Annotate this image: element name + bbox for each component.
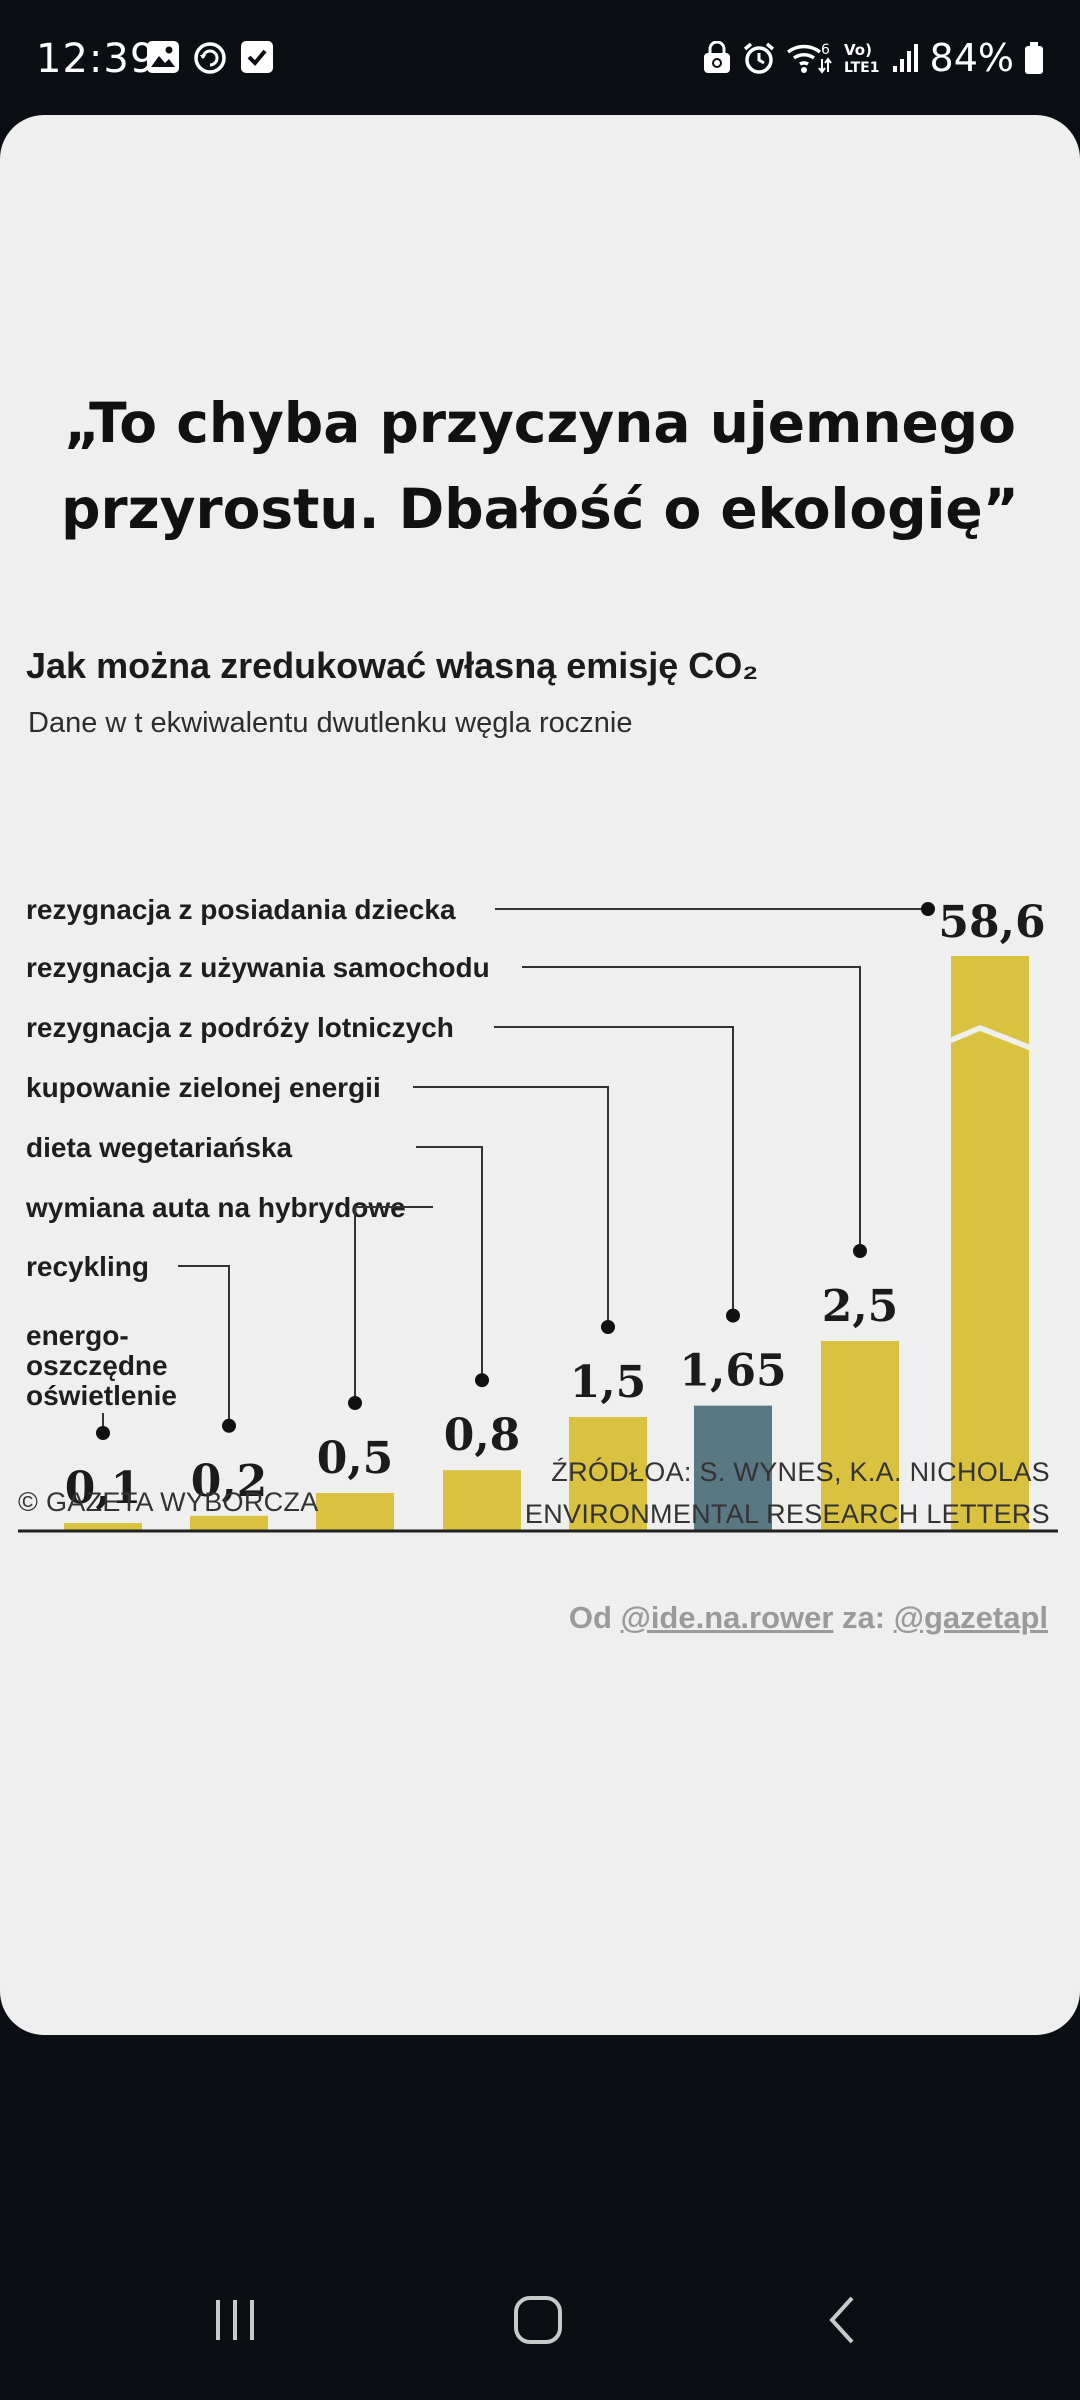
back-button[interactable] <box>782 2280 902 2360</box>
value-label: 0,2 <box>191 1456 268 1507</box>
value-label: 1,65 <box>679 1346 786 1397</box>
category-label: wymiana auta na hybrydowe <box>25 1192 406 1223</box>
bar-chart: energo-oszczędne oświetlenie recykling wymi… <box>18 894 1058 1533</box>
value-label: 58,6 <box>938 897 1045 948</box>
lock-recycle-icon <box>703 41 730 73</box>
home-icon <box>514 2296 562 2344</box>
leader-line <box>416 1146 483 1381</box>
category-label: energo-oszczędne oświetlenie <box>26 1320 177 1411</box>
leader-dot <box>348 1396 362 1410</box>
source-note: ŹRÓDŁOA: S. WYNES, K.A. NICHOLAS ENVIRON… <box>525 1451 1050 1535</box>
alarm-icon <box>743 42 774 74</box>
home-button[interactable] <box>478 2280 598 2360</box>
svg-text:Vo): Vo) <box>844 41 872 59</box>
bar <box>694 1405 772 1531</box>
category-label: rezygnacja z podróży lotniczych <box>26 1012 454 1043</box>
checkbox-icon <box>241 41 273 73</box>
bar <box>569 1417 647 1531</box>
leader-dot <box>601 1320 615 1334</box>
chart-title: Jak można zredukować własną emisję CO₂ <box>26 645 759 686</box>
status-bar: 12:39 6 Vo) LTE1 84% <box>0 0 1080 115</box>
axis-break <box>949 1025 1031 1051</box>
leader-line <box>413 1086 609 1327</box>
wifi-badge: 6 <box>821 42 830 58</box>
wifi-icon: 6 <box>786 42 832 74</box>
credit-user-link[interactable]: @ide.na.rower <box>620 1600 834 1635</box>
source-line-2: ENVIRONMENTAL RESEARCH LETTERS <box>524 1499 1050 1529</box>
value-label: 2,5 <box>822 1281 899 1332</box>
credit-prefix: Od <box>568 1600 621 1635</box>
leader-line <box>522 966 861 1251</box>
value-label: 0,1 <box>65 1463 142 1514</box>
source-line-1: ŹRÓDŁOA: S. WYNES, K.A. NICHOLAS <box>551 1457 1050 1487</box>
bar <box>951 956 1029 1531</box>
category-label: rezygnacja z używania samochodu <box>26 952 490 983</box>
bar <box>443 1470 521 1531</box>
battery-percent: 84% <box>929 36 1014 80</box>
category-label: rezygnacja z posiadania dziecka <box>26 894 456 925</box>
sync-icon <box>194 42 226 74</box>
leader-dot <box>726 1308 740 1323</box>
recent-apps-button[interactable] <box>175 2280 295 2360</box>
svg-text:LTE1: LTE1 <box>844 60 879 76</box>
volte-icon: Vo)LTE1 <box>844 41 879 76</box>
signal-icon <box>892 44 918 72</box>
category-label: kupowanie zielonej energii <box>26 1072 381 1103</box>
leader-line <box>178 1265 230 1426</box>
leader-line <box>354 1206 433 1403</box>
notification-icons <box>146 40 274 76</box>
bar <box>316 1493 394 1531</box>
recent-apps-icon <box>216 2300 254 2340</box>
category-label: recykling <box>26 1251 149 1282</box>
credit-source-link[interactable]: @gazetapl <box>893 1600 1048 1635</box>
category-label: dieta wegetariańska <box>26 1132 293 1163</box>
story-card: „To chyba przyczyna ujemnego przyrostu. … <box>0 115 1080 2035</box>
credit-mid: za: <box>833 1600 894 1635</box>
value-label: 0,8 <box>444 1410 521 1461</box>
leader-dot <box>921 902 935 916</box>
leader-dot <box>475 1373 489 1388</box>
copyright: © GAZETA WYBORCZA <box>18 1487 319 1517</box>
bar <box>64 1523 142 1531</box>
navigation-bar <box>0 2240 1080 2400</box>
headline: „To chyba przyczyna ujemnego przyrostu. … <box>61 391 1019 541</box>
leader-dot <box>96 1426 110 1440</box>
value-label: 0,5 <box>317 1433 394 1484</box>
gallery-icon <box>147 41 179 73</box>
bar <box>190 1515 268 1531</box>
back-icon <box>829 2296 854 2344</box>
bar <box>821 1341 899 1531</box>
leader-dot <box>222 1418 236 1433</box>
chart-subtitle: Dane w t ekwiwalentu dwutlenku węgla roc… <box>28 707 633 739</box>
value-label: 1,5 <box>570 1357 647 1408</box>
clock: 12:39 <box>36 36 157 82</box>
leader-line <box>494 1026 734 1316</box>
system-icons: 6 Vo) LTE1 84% <box>702 36 1044 80</box>
battery-icon <box>1025 42 1043 74</box>
credit-line: Od @ide.na.rower za: @gazetapl <box>569 1600 1048 1636</box>
leader-dot <box>853 1244 867 1258</box>
